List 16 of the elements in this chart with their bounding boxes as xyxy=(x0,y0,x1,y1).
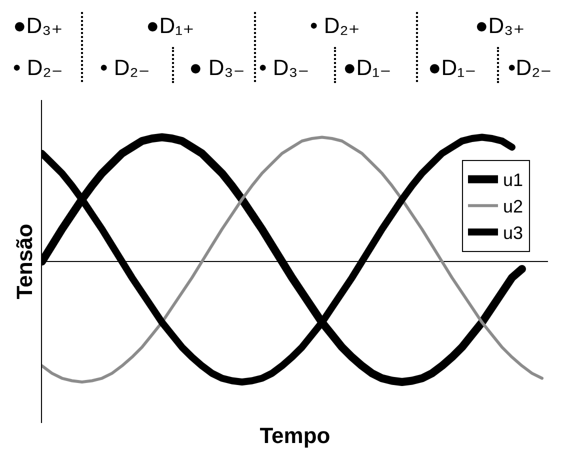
text: ●D₁₋ xyxy=(428,55,476,80)
x-axis-title: Tempo xyxy=(260,422,330,448)
text: • D₂₊ xyxy=(310,13,360,38)
legend-label: u2 xyxy=(503,196,524,217)
text: • D₂₋ xyxy=(100,55,150,80)
legend-label: u1 xyxy=(503,170,524,190)
text: ●D₃₊ xyxy=(475,13,525,38)
text: ●D₁₋ xyxy=(343,55,392,80)
legend-label: u3 xyxy=(503,223,524,244)
y-axis-title: Tensão xyxy=(12,224,37,300)
text: • D₂₋ xyxy=(13,55,63,80)
text: •D₂₋ xyxy=(508,55,552,80)
text: ●D₃₊ xyxy=(13,13,63,38)
text: • D₃₋ xyxy=(259,55,310,80)
text: ● D₃₋ xyxy=(189,55,245,80)
text: ●D₁₊ xyxy=(146,13,194,38)
